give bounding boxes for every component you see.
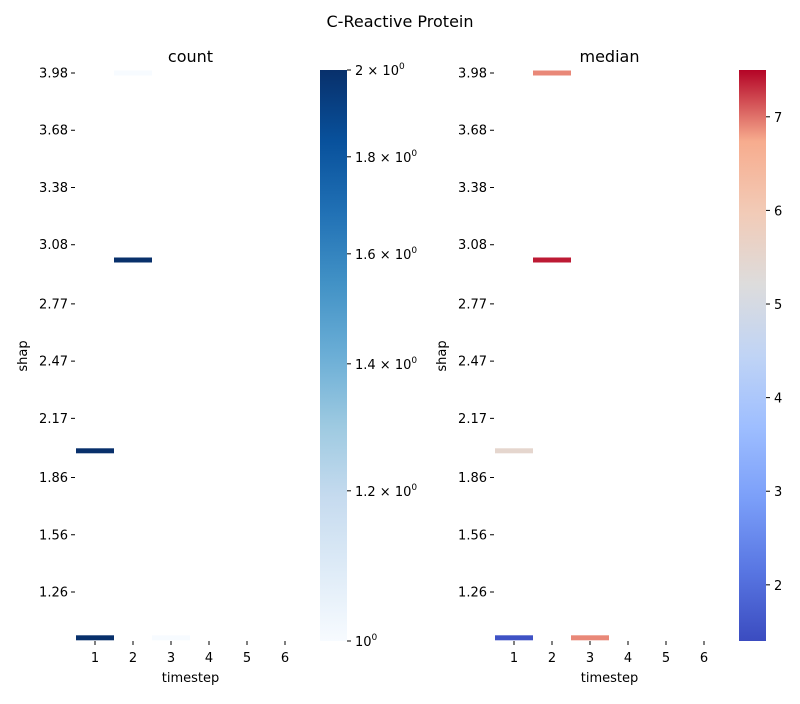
x-tick-label: 5 — [243, 651, 251, 666]
colorbar-tick-label: 1.4 × 100 — [355, 356, 417, 373]
y-axis-label-median: shap — [435, 340, 450, 371]
y-tick-label: 3.38 — [39, 181, 68, 196]
x-tick-label: 4 — [205, 651, 213, 666]
colorbar-ticks-median: 7 6 5 4 3 2 — [766, 111, 782, 594]
x-ticks-median: 1 2 3 4 5 6 — [510, 641, 708, 666]
colorbar-count — [320, 70, 347, 641]
colorbar-tick-base: 1.2 × 10 — [355, 485, 411, 500]
colorbar-tick-label: 2 — [774, 579, 782, 594]
x-axis-label-median: timestep — [581, 671, 639, 686]
colorbar-tick-label: 4 — [774, 392, 782, 407]
colorbar-tick-label: 100 — [355, 633, 378, 650]
y-tick-label: 2.47 — [458, 355, 487, 370]
x-axis-label-count: timestep — [162, 671, 220, 686]
colorbar-tick-label: 2 × 100 — [355, 62, 405, 79]
colorbar-tick-base: 2 × 10 — [355, 64, 399, 79]
x-tick-label: 3 — [586, 651, 594, 666]
y-tick-label: 1.26 — [39, 586, 68, 601]
x-tick-label: 2 — [129, 651, 137, 666]
heatmap-cell — [533, 70, 571, 76]
colorbar-tick-base: 1.6 × 10 — [355, 248, 411, 263]
colorbar-tick-label: 5 — [774, 298, 782, 313]
y-tick-label: 2.47 — [39, 355, 68, 370]
colorbar-tick-label: 1.2 × 100 — [355, 483, 417, 500]
y-tick-label: 1.56 — [458, 528, 487, 543]
panel-median: median shap timestep 3.98 3.68 3.38 3.08 2.7… — [435, 47, 782, 686]
heatmap-cell — [571, 635, 609, 641]
panel-title-median: median — [580, 47, 640, 66]
y-tick-label: 3.98 — [39, 67, 68, 82]
heatmap-cell — [114, 257, 152, 263]
heatmap-cell — [114, 70, 152, 76]
colorbar-median — [739, 70, 766, 641]
colorbar-tick-label: 1.8 × 100 — [355, 149, 417, 166]
y-tick-label: 1.26 — [458, 586, 487, 601]
figure-title: C-Reactive Protein — [327, 12, 474, 31]
y-tick-label: 2.17 — [39, 412, 68, 427]
colorbar-tick-label: 6 — [774, 204, 782, 219]
y-ticks-median: 3.98 3.68 3.38 3.08 2.77 2.47 2.17 1.86 1.56 1.26 — [458, 67, 494, 601]
x-tick-label: 1 — [91, 651, 99, 666]
y-tick-label: 2.17 — [458, 412, 487, 427]
y-tick-label: 2.77 — [458, 297, 487, 312]
y-tick-label: 3.98 — [458, 67, 487, 82]
heatmap-cells-count — [76, 70, 190, 641]
colorbar-tick-exponent: 0 — [411, 356, 417, 366]
colorbar-tick-exponent: 0 — [399, 62, 405, 72]
colorbar-tick-label: 3 — [774, 485, 782, 500]
x-tick-label: 6 — [700, 651, 708, 666]
heatmap-cell — [76, 448, 114, 454]
y-tick-label: 1.86 — [39, 471, 68, 486]
y-tick-label: 3.08 — [39, 238, 68, 253]
x-tick-label: 1 — [510, 651, 518, 666]
heatmap-cell — [495, 448, 533, 454]
y-tick-label: 2.77 — [39, 297, 68, 312]
heatmap-cell — [152, 635, 190, 641]
x-tick-label: 6 — [281, 651, 289, 666]
x-tick-label: 5 — [662, 651, 670, 666]
colorbar-tick-base: 1.4 × 10 — [355, 358, 411, 373]
x-tick-label: 2 — [548, 651, 556, 666]
y-tick-label: 3.38 — [458, 181, 487, 196]
heatmap-cell — [76, 635, 114, 641]
x-tick-label: 4 — [624, 651, 632, 666]
y-tick-label: 1.56 — [39, 528, 68, 543]
y-tick-label: 1.86 — [458, 471, 487, 486]
colorbar-tick-label: 7 — [774, 111, 782, 126]
heatmap-cell — [533, 257, 571, 263]
panel-title-count: count — [168, 47, 213, 66]
y-ticks-count: 3.98 3.68 3.38 3.08 2.77 2.47 2.17 1.86 1.56 1.26 — [39, 67, 75, 601]
colorbar-tick-exponent: 0 — [411, 246, 417, 256]
y-tick-label: 3.68 — [458, 124, 487, 139]
x-tick-label: 3 — [167, 651, 175, 666]
y-tick-label: 3.68 — [39, 124, 68, 139]
heatmap-cells-median — [495, 70, 609, 641]
colorbar-tick-base: 1.8 × 10 — [355, 151, 411, 166]
y-tick-label: 3.08 — [458, 238, 487, 253]
heatmap-cell — [495, 635, 533, 641]
colorbar-tick-label: 1.6 × 100 — [355, 246, 417, 263]
colorbar-tick-exponent: 0 — [372, 633, 378, 643]
x-ticks-count: 1 2 3 4 5 6 — [91, 641, 289, 666]
colorbar-tick-exponent: 0 — [411, 149, 417, 159]
colorbar-tick-exponent: 0 — [411, 483, 417, 493]
panel-count: count shap timestep 3.98 3.68 3.38 3.08 2.77… — [16, 47, 417, 686]
colorbar-tick-base: 10 — [355, 635, 372, 650]
y-axis-label-count: shap — [16, 340, 31, 371]
